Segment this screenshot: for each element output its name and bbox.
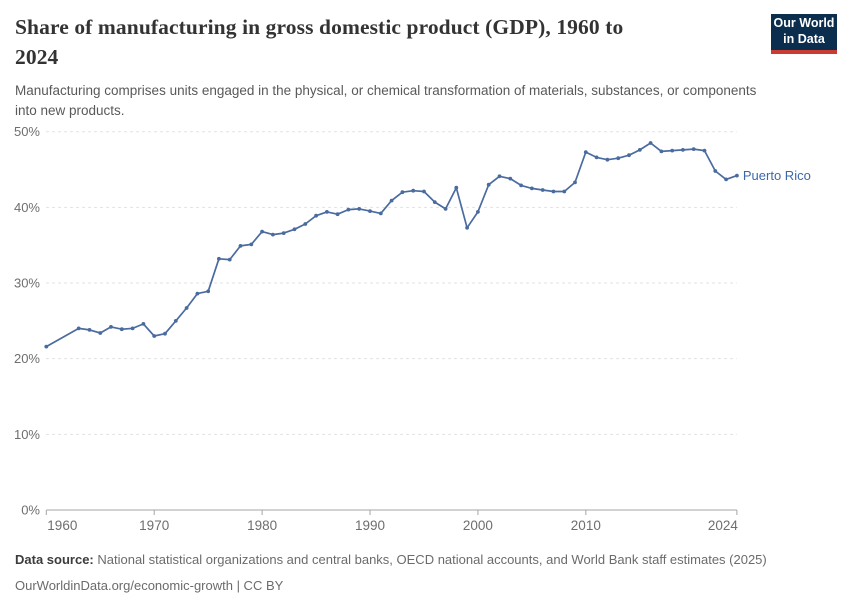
data-point-2024[interactable] <box>735 173 739 178</box>
data-point-2011[interactable] <box>594 155 599 160</box>
trend-line[interactable] <box>45 142 738 348</box>
data-point-2015[interactable] <box>637 148 642 152</box>
data-point-1989[interactable] <box>357 207 362 211</box>
data-point-2017[interactable] <box>659 149 664 154</box>
data-point-1983[interactable] <box>292 227 297 232</box>
data-source-label: Data source: <box>15 552 94 567</box>
data-point-1992[interactable] <box>389 198 394 203</box>
data-point-1981[interactable] <box>271 232 275 237</box>
x-tick-label: 2010 <box>571 518 601 533</box>
data-point-2002[interactable] <box>497 174 502 179</box>
data-point-1977[interactable] <box>227 257 232 262</box>
data-point-2023[interactable] <box>724 177 728 182</box>
data-point-2004[interactable] <box>519 183 523 188</box>
y-tick-label: 50% <box>14 124 40 139</box>
data-point-1967[interactable] <box>119 327 124 332</box>
data-point-2012[interactable] <box>605 157 610 162</box>
data-source-text: National statistical organizations and c… <box>93 552 767 567</box>
data-point-1972[interactable] <box>173 319 178 323</box>
x-tick-label: 1990 <box>355 518 385 533</box>
chart-subtitle: Manufacturing comprises units engaged in… <box>15 83 757 118</box>
data-point-1996[interactable] <box>432 200 437 205</box>
owid-logo-line1: Our World <box>773 16 835 30</box>
data-point-2013[interactable] <box>616 156 621 161</box>
data-point-1973[interactable] <box>184 306 189 310</box>
y-tick-label: 0% <box>21 503 40 518</box>
data-point-1980[interactable] <box>260 229 264 234</box>
data-point-1975[interactable] <box>206 289 211 294</box>
data-point-1995[interactable] <box>422 189 426 194</box>
data-point-2009[interactable] <box>573 180 577 185</box>
data-point-1993[interactable] <box>400 190 405 195</box>
data-point-2000[interactable] <box>476 210 480 214</box>
y-tick-label: 10% <box>14 427 40 442</box>
data-point-1999[interactable] <box>465 225 469 230</box>
data-point-1963[interactable] <box>76 326 81 331</box>
data-point-2022[interactable] <box>713 169 718 173</box>
data-point-1968[interactable] <box>130 326 135 331</box>
data-point-1997[interactable] <box>443 207 448 211</box>
data-point-2018[interactable] <box>670 148 675 153</box>
data-point-1964[interactable] <box>87 328 92 332</box>
data-point-2014[interactable] <box>627 153 631 158</box>
x-tick-label: 1960 <box>47 518 77 533</box>
chart-title-line1: Share of manufacturing in gross domestic… <box>15 15 624 39</box>
data-point-2005[interactable] <box>530 186 534 191</box>
data-point-1979[interactable] <box>249 242 254 247</box>
data-point-1965[interactable] <box>98 331 103 335</box>
data-point-2001[interactable] <box>486 182 491 187</box>
x-tick-label: 1980 <box>247 518 277 533</box>
y-tick-label: 20% <box>14 351 40 366</box>
data-point-2006[interactable] <box>540 188 545 192</box>
data-point-1994[interactable] <box>411 188 416 193</box>
chart-footer: Data source: National statistical organi… <box>15 547 835 599</box>
data-point-1982[interactable] <box>281 231 286 236</box>
data-point-2016[interactable] <box>648 141 653 145</box>
data-point-1990[interactable] <box>368 209 372 214</box>
chart-title-line2: 2024 <box>15 45 59 69</box>
data-point-2007[interactable] <box>551 189 556 194</box>
data-point-2019[interactable] <box>681 148 685 152</box>
x-tick-label: 2024 <box>708 518 739 533</box>
data-point-1976[interactable] <box>217 256 221 261</box>
data-point-1978[interactable] <box>238 244 243 248</box>
data-point-1966[interactable] <box>109 325 113 329</box>
entity-label[interactable]: Puerto Rico <box>743 168 811 183</box>
data-point-1998[interactable] <box>454 185 459 190</box>
data-point-2003[interactable] <box>508 176 513 181</box>
data-point-1986[interactable] <box>325 210 329 214</box>
x-tick-label: 2000 <box>463 518 493 533</box>
y-tick-label: 30% <box>14 276 40 291</box>
data-point-2010[interactable] <box>583 150 588 155</box>
data-point-2020[interactable] <box>691 147 696 152</box>
data-point-1970[interactable] <box>152 334 157 338</box>
data-point-1971[interactable] <box>163 331 167 336</box>
data-point-1969[interactable] <box>141 322 146 326</box>
data-point-1988[interactable] <box>346 207 351 212</box>
data-point-2021[interactable] <box>702 148 707 153</box>
data-point-1960[interactable] <box>44 344 49 349</box>
x-tick-label: 1970 <box>139 518 169 533</box>
data-point-2008[interactable] <box>562 189 567 194</box>
y-tick-label: 40% <box>14 200 40 215</box>
owid-logo[interactable]: Our World in Data <box>771 14 837 54</box>
data-point-1974[interactable] <box>195 291 200 296</box>
data-point-1985[interactable] <box>314 213 318 218</box>
data-point-1984[interactable] <box>303 222 308 226</box>
data-source-line: Data source: National statistical organi… <box>15 547 835 573</box>
owid-logo-line2: in Data <box>783 31 825 46</box>
chart-title: Share of manufacturing in gross domestic… <box>15 12 715 72</box>
license-line[interactable]: OurWorldinData.org/economic-growth | CC … <box>15 578 284 593</box>
data-point-1987[interactable] <box>335 212 340 217</box>
chart-header: Share of manufacturing in gross domestic… <box>15 12 756 121</box>
data-point-1991[interactable] <box>378 211 383 216</box>
